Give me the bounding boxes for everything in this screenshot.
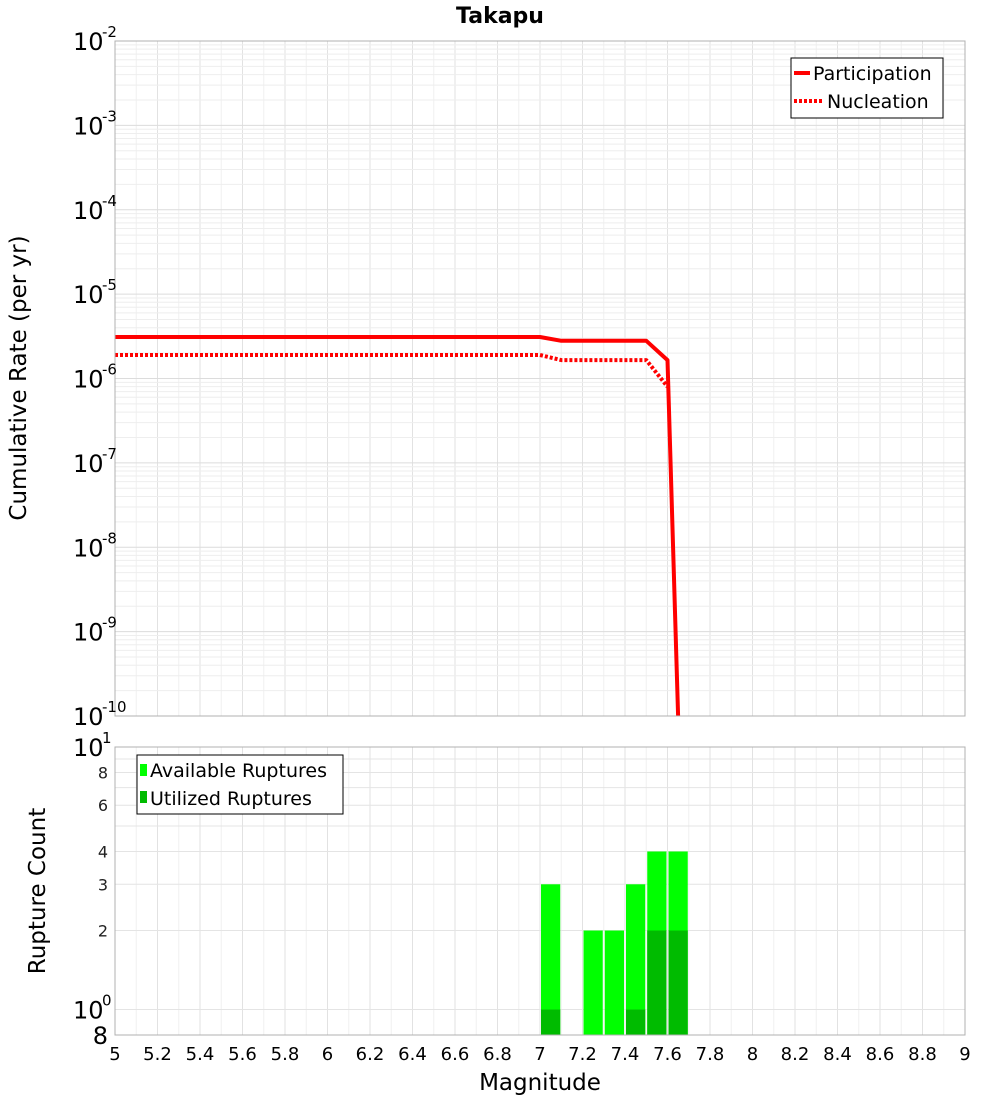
y-tick-exponent: -5: [102, 276, 117, 294]
legend-label-utilized: Utilized Ruptures: [150, 788, 312, 810]
x-tick-label: 8: [747, 1044, 758, 1065]
x-tick-label: 5.4: [186, 1044, 215, 1065]
y-tick-label: 10-10: [73, 698, 127, 731]
x-tick-label: 8.8: [908, 1044, 937, 1065]
y-tick-label: 10-3: [73, 107, 117, 140]
series-line-nucleation: [115, 353, 670, 388]
count-y-minor-label: 3: [98, 875, 108, 894]
y-tick-exponent: -2: [102, 23, 117, 41]
x-tick-label: 6: [322, 1044, 333, 1065]
utilized-bar: [541, 1009, 561, 1035]
x-tick-label: 5.2: [143, 1044, 172, 1065]
x-tick-label: 6.8: [483, 1044, 512, 1065]
rate-y-tick-labels: 10-210-310-410-510-610-710-810-910-10: [73, 23, 127, 731]
y-tick-exponent: -10: [102, 698, 127, 716]
y-tick-label: 10-6: [73, 361, 117, 394]
x-tick-label: 5: [109, 1044, 120, 1065]
x-tick-label: 6.4: [398, 1044, 427, 1065]
x-tick-label: 8.2: [781, 1044, 810, 1065]
y-tick-exponent: -9: [102, 614, 117, 632]
count-y-axis-label: Rupture Count: [25, 808, 51, 974]
y-tick-exponent: -7: [102, 445, 117, 463]
y-tick-base: 10: [73, 28, 104, 56]
x-tick-label: 7.4: [611, 1044, 640, 1065]
x-tick-label: 9: [959, 1044, 970, 1065]
y-tick-label: 10-5: [73, 276, 117, 309]
rate-legend-box: [790, 57, 944, 119]
x-tick-label: 7: [534, 1044, 545, 1065]
y-tick-base: 10: [73, 197, 104, 225]
legend-label-participation: Participation: [813, 63, 932, 85]
rate-y-axis-label: Cumulative Rate (per yr): [6, 235, 32, 520]
y-tick-exponent: -3: [102, 107, 117, 125]
x-tick-label: 6.2: [356, 1044, 385, 1065]
y-tick-label: 10-4: [73, 192, 117, 225]
x-tick-label: 6.6: [441, 1044, 470, 1065]
x-tick-label: 7.2: [568, 1044, 597, 1065]
count-y-tick-label: 100: [73, 992, 112, 1025]
y-tick-label: 10-7: [73, 445, 117, 478]
rate-plot-frame: [114, 40, 966, 717]
legend-label-nucleation: Nucleation: [827, 91, 929, 113]
available-bar: [541, 884, 561, 1035]
y-tick-base: 10: [73, 703, 104, 731]
available-bar: [604, 930, 624, 1035]
count-legend-box: [136, 754, 344, 815]
y-tick-base: 10: [73, 734, 104, 762]
x-tick-label: 5.6: [228, 1044, 257, 1065]
y-tick-label: 10-2: [73, 23, 117, 56]
y-tick-exponent: 0: [102, 992, 112, 1010]
rate-legend: Participation Nucleation: [790, 57, 944, 119]
x-tick-label: 8.4: [823, 1044, 852, 1065]
legend-label-available: Available Ruptures: [150, 760, 327, 782]
chart-title: Takapu: [456, 4, 544, 29]
magnitude-tick-labels: 5 5.2 5.4 5.6 5.8 6 6.2 6.4 6.6 6.8 7 7.2 7.4 7.6 7.8 8…: [109, 1044, 970, 1065]
utilized-bar: [668, 930, 688, 1035]
x-tick-label: 7.8: [696, 1044, 725, 1065]
x-tick-label: 7.6: [653, 1044, 682, 1065]
y-tick-base: 10: [73, 997, 104, 1025]
x-axis-label: Magnitude: [479, 1070, 601, 1096]
y-tick-base: 10: [73, 366, 104, 394]
x-tick-label: 5.8: [271, 1044, 300, 1065]
count-y-minor-label: 8: [98, 763, 108, 782]
rate-plot-grid: [114, 41, 966, 717]
y-tick-base: 10: [73, 281, 104, 309]
y-tick-exponent: -6: [102, 361, 117, 379]
y-tick-exponent: -8: [102, 529, 117, 547]
count-plot-bars: [541, 851, 688, 1035]
count-plot-frame: [114, 746, 966, 1036]
y-tick-base: 10: [73, 619, 104, 647]
rate-plot-series: [115, 335, 681, 717]
available-bar: [583, 930, 603, 1035]
y-tick-exponent: 1: [102, 729, 112, 747]
legend-swatch-available: [140, 764, 147, 776]
series-line-participation: [115, 335, 681, 717]
count-legend: Available Ruptures Utilized Ruptures: [136, 754, 344, 815]
utilized-bar: [626, 1009, 646, 1035]
utilized-bar: [647, 930, 667, 1035]
y-tick-base: 10: [73, 534, 104, 562]
y-tick-label: 10-9: [73, 614, 117, 647]
available-bar: [626, 884, 646, 1035]
count-y-bottom-label: 8: [93, 1022, 108, 1050]
count-y-minor-label: 6: [98, 796, 108, 815]
count-y-tick-label: 101: [73, 729, 112, 762]
y-tick-exponent: -4: [102, 192, 117, 210]
y-tick-base: 10: [73, 450, 104, 478]
y-tick-label: 10-8: [73, 529, 117, 562]
count-y-minor-label: 2: [98, 922, 108, 941]
legend-swatch-utilized: [140, 791, 147, 803]
y-tick-base: 10: [73, 112, 104, 140]
x-tick-label: 8.6: [866, 1044, 895, 1065]
count-y-minor-label: 4: [98, 842, 108, 861]
